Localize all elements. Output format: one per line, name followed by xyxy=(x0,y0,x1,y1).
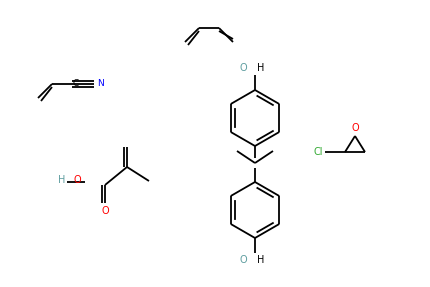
Text: O: O xyxy=(73,175,81,185)
Text: H: H xyxy=(256,255,264,265)
Text: H: H xyxy=(256,63,264,73)
Text: O: O xyxy=(239,255,246,265)
Text: O: O xyxy=(239,63,246,73)
Text: Cl: Cl xyxy=(313,147,322,157)
Text: C: C xyxy=(73,79,79,88)
Text: O: O xyxy=(101,206,108,216)
Text: H: H xyxy=(58,175,65,185)
Text: N: N xyxy=(97,79,104,88)
Text: O: O xyxy=(350,123,358,133)
